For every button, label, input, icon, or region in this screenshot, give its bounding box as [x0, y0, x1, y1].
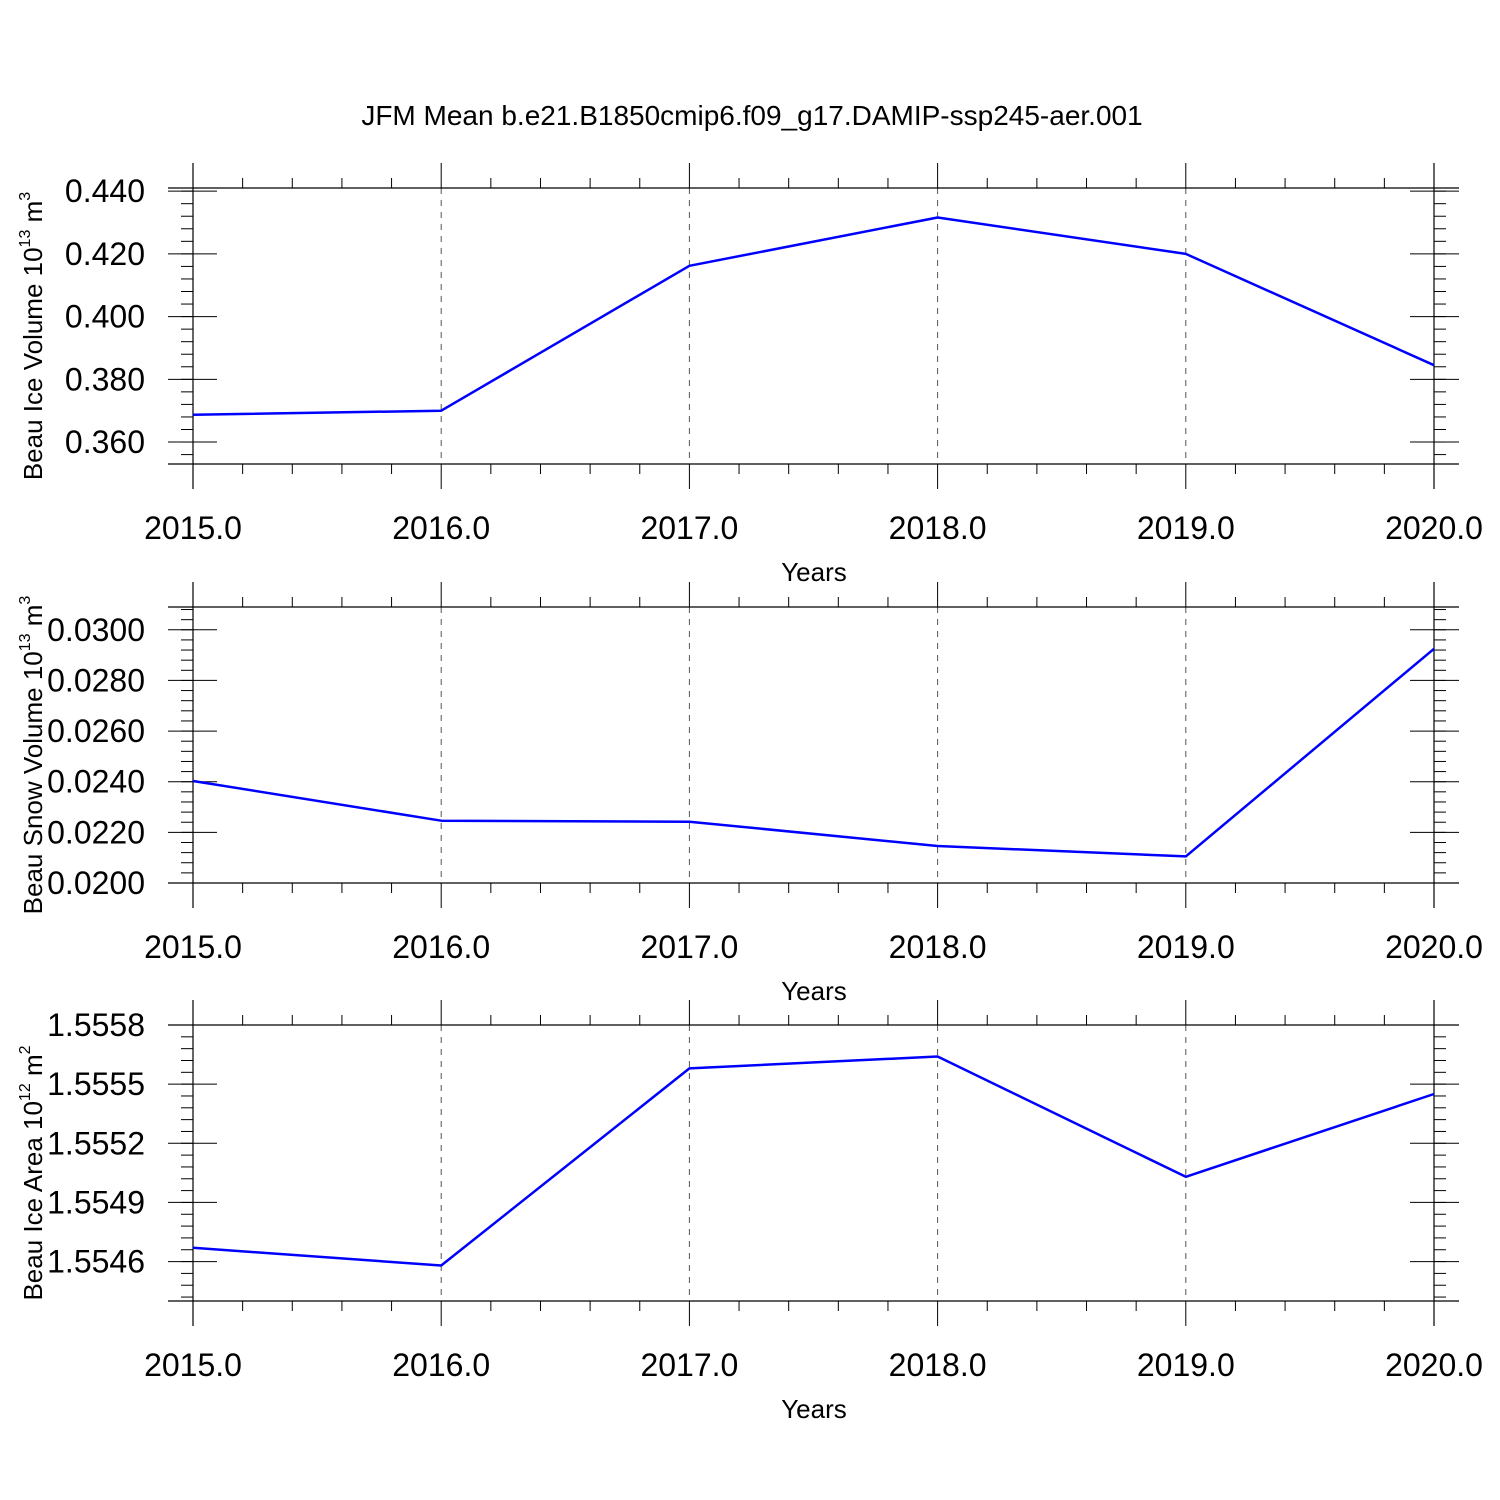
- x-axis-title: Years: [781, 1394, 847, 1424]
- x-tick-label: 2015.0: [144, 929, 242, 965]
- x-tick-label: 2017.0: [640, 929, 738, 965]
- panel-2: 0.0200 0.0220 0.0240 0.0260 0.0280 0.0300 2015…: [17, 582, 1483, 1006]
- x-tick-label: 2020.0: [1385, 929, 1483, 965]
- y-tick-label: 0.0220: [47, 814, 145, 850]
- y-axis-title: Beau Ice Volume 1013 m3: [17, 192, 48, 480]
- series-line: [192, 1055, 1435, 1267]
- y-axis-title-base: Beau Snow Volume 10: [18, 651, 48, 914]
- y-tick-label: 0.400: [65, 299, 145, 335]
- y-axis-title: Beau Ice Area 1012 m2: [17, 1045, 48, 1300]
- x-tick-label: 2019.0: [1137, 929, 1235, 965]
- y-axis-title-unit-exponent: 3: [17, 596, 34, 605]
- x-tick-label: 2017.0: [640, 510, 738, 546]
- x-tick-label: 2019.0: [1137, 1347, 1235, 1383]
- x-tick-label: 2018.0: [889, 1347, 987, 1383]
- chart-title: JFM Mean b.e21.B1850cmip6.f09_g17.DAMIP-…: [361, 100, 1142, 131]
- x-tick-label: 2018.0: [889, 510, 987, 546]
- y-tick-label: 0.440: [65, 173, 145, 209]
- y-axis-title-unit: m: [18, 1054, 48, 1083]
- y-axis-title-base: Beau Ice Volume 10: [18, 247, 48, 480]
- x-tick-label: 2020.0: [1385, 1347, 1483, 1383]
- x-tick-label: 2016.0: [392, 510, 490, 546]
- y-tick-label: 0.0260: [47, 713, 145, 749]
- y-tick-label: 1.5549: [47, 1184, 145, 1220]
- x-tick-label: 2016.0: [392, 1347, 490, 1383]
- x-tick-label: 2017.0: [640, 1347, 738, 1383]
- y-axis-title-unit: m: [18, 605, 48, 634]
- x-tick-label: 2016.0: [392, 929, 490, 965]
- y-axis-title-unit-exponent: 2: [17, 1045, 34, 1054]
- y-axis-title-unit: m: [18, 201, 48, 230]
- x-tick-label: 2019.0: [1137, 510, 1235, 546]
- x-tick-label: 2015.0: [144, 1347, 242, 1383]
- y-axis-title-unit-exponent: 3: [17, 192, 34, 201]
- y-tick-label: 0.0280: [47, 662, 145, 698]
- y-axis-title-exponent: 12: [17, 1083, 34, 1101]
- y-tick-label: 0.0200: [47, 865, 145, 901]
- y-axis-title-exponent: 13: [17, 230, 34, 248]
- x-tick-label: 2020.0: [1385, 510, 1483, 546]
- y-tick-label: 0.420: [65, 236, 145, 272]
- x-tick-label: 2018.0: [889, 929, 987, 965]
- y-tick-label: 1.5552: [47, 1125, 145, 1161]
- x-axis-title: Years: [781, 557, 847, 587]
- panel-3: 1.5546 1.5549 1.5552 1.5555 1.5558 2015.0 2016…: [17, 1000, 1483, 1424]
- y-tick-label: 0.380: [65, 361, 145, 397]
- y-axis-title-base: Beau Ice Area 10: [18, 1101, 48, 1300]
- y-tick-label: 0.0300: [47, 612, 145, 648]
- y-tick-label: 1.5546: [47, 1244, 145, 1280]
- y-axis-title-exponent: 13: [17, 633, 34, 651]
- y-tick-label: 1.5555: [47, 1066, 145, 1102]
- panel-1: 0.360 0.380 0.400 0.420 0.440 2015.0 2016.0 201…: [17, 163, 1483, 587]
- series-line: [192, 216, 1435, 417]
- y-tick-label: 1.5558: [47, 1007, 145, 1043]
- series-line: [192, 647, 1435, 858]
- x-axis-title: Years: [781, 976, 847, 1006]
- x-tick-label: 2015.0: [144, 510, 242, 546]
- y-axis-title: Beau Snow Volume 1013 m3: [17, 596, 48, 915]
- y-tick-label: 0.360: [65, 424, 145, 460]
- y-tick-label: 0.0240: [47, 764, 145, 800]
